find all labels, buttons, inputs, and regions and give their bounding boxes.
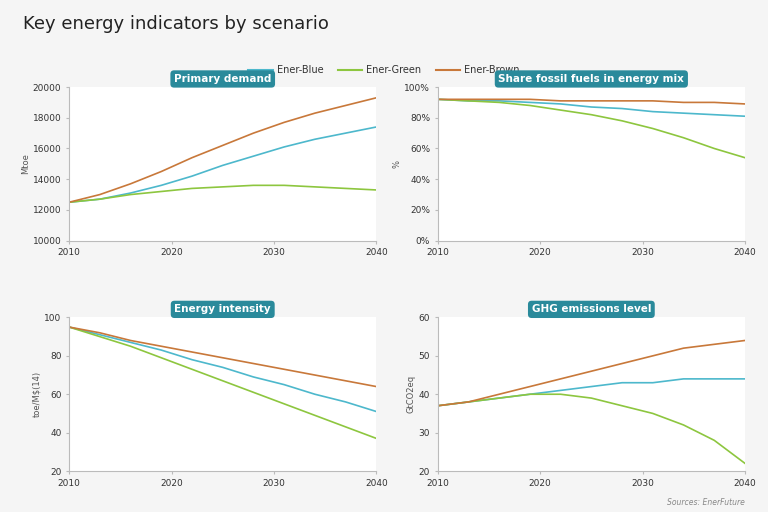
Text: Energy intensity: Energy intensity bbox=[174, 304, 271, 314]
Text: Key energy indicators by scenario: Key energy indicators by scenario bbox=[23, 15, 329, 33]
Text: Sources: EnerFuture: Sources: EnerFuture bbox=[667, 498, 745, 507]
Y-axis label: GtCO2eq: GtCO2eq bbox=[407, 375, 415, 413]
Y-axis label: toe/M$(14): toe/M$(14) bbox=[32, 371, 41, 417]
Legend: Ener-Blue, Ener-Green, Ener-Brown: Ener-Blue, Ener-Green, Ener-Brown bbox=[245, 61, 523, 79]
Text: Primary demand: Primary demand bbox=[174, 74, 271, 84]
Y-axis label: Mtoe: Mtoe bbox=[21, 154, 30, 174]
Text: GHG emissions level: GHG emissions level bbox=[531, 304, 651, 314]
Text: Share fossil fuels in energy mix: Share fossil fuels in energy mix bbox=[498, 74, 684, 84]
Y-axis label: %: % bbox=[392, 160, 402, 168]
